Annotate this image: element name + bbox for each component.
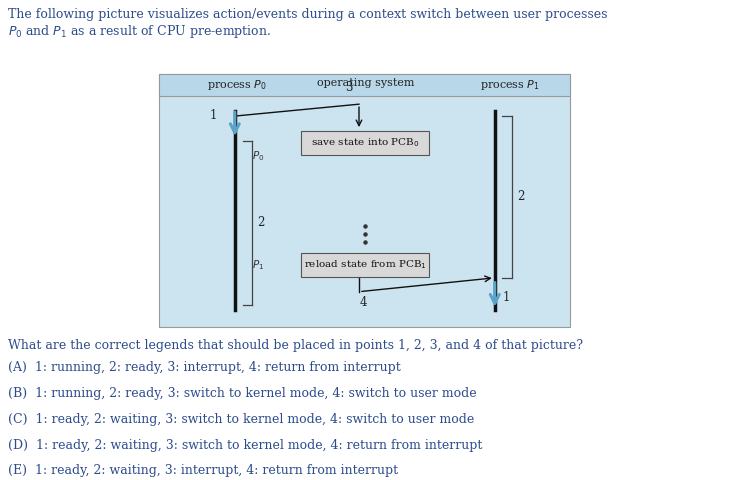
FancyBboxPatch shape — [302, 253, 429, 277]
FancyBboxPatch shape — [160, 74, 570, 327]
Text: operating system: operating system — [317, 78, 414, 88]
Text: (A)  1: running, 2: ready, 3: interrupt, 4: return from interrupt: (A) 1: running, 2: ready, 3: interrupt, … — [7, 361, 401, 374]
FancyBboxPatch shape — [160, 74, 570, 96]
Text: $P_0$ and $P_1$ as a result of CPU pre-emption.: $P_0$ and $P_1$ as a result of CPU pre-e… — [7, 23, 271, 40]
Text: save state into PCB$_0$: save state into PCB$_0$ — [311, 136, 419, 149]
Text: 3: 3 — [345, 81, 353, 94]
Text: 2: 2 — [517, 191, 524, 204]
Text: (D)  1: ready, 2: waiting, 3: switch to kernel mode, 4: return from interrupt: (D) 1: ready, 2: waiting, 3: switch to k… — [7, 439, 482, 452]
FancyBboxPatch shape — [302, 131, 429, 155]
Text: (E)  1: ready, 2: waiting, 3: interrupt, 4: return from interrupt: (E) 1: ready, 2: waiting, 3: interrupt, … — [7, 464, 398, 477]
Text: The following picture visualizes action/events during a context switch between u: The following picture visualizes action/… — [7, 8, 607, 21]
Text: (C)  1: ready, 2: waiting, 3: switch to kernel mode, 4: switch to user mode: (C) 1: ready, 2: waiting, 3: switch to k… — [7, 413, 474, 426]
Text: $P_1$: $P_1$ — [252, 258, 264, 272]
Text: $P_0$: $P_0$ — [252, 149, 264, 163]
Text: (B)  1: running, 2: ready, 3: switch to kernel mode, 4: switch to user mode: (B) 1: running, 2: ready, 3: switch to k… — [7, 387, 476, 400]
Text: process $P_1$: process $P_1$ — [480, 78, 540, 92]
Text: process $P_0$: process $P_0$ — [207, 78, 267, 92]
Text: What are the correct legends that should be placed in points 1, 2, 3, and 4 of t: What are the correct legends that should… — [7, 339, 583, 352]
Text: reload state from PCB$_1$: reload state from PCB$_1$ — [304, 259, 427, 271]
Text: 4: 4 — [360, 296, 368, 309]
Text: 1: 1 — [210, 109, 217, 122]
Text: 2: 2 — [257, 216, 264, 229]
Text: 1: 1 — [503, 291, 510, 304]
